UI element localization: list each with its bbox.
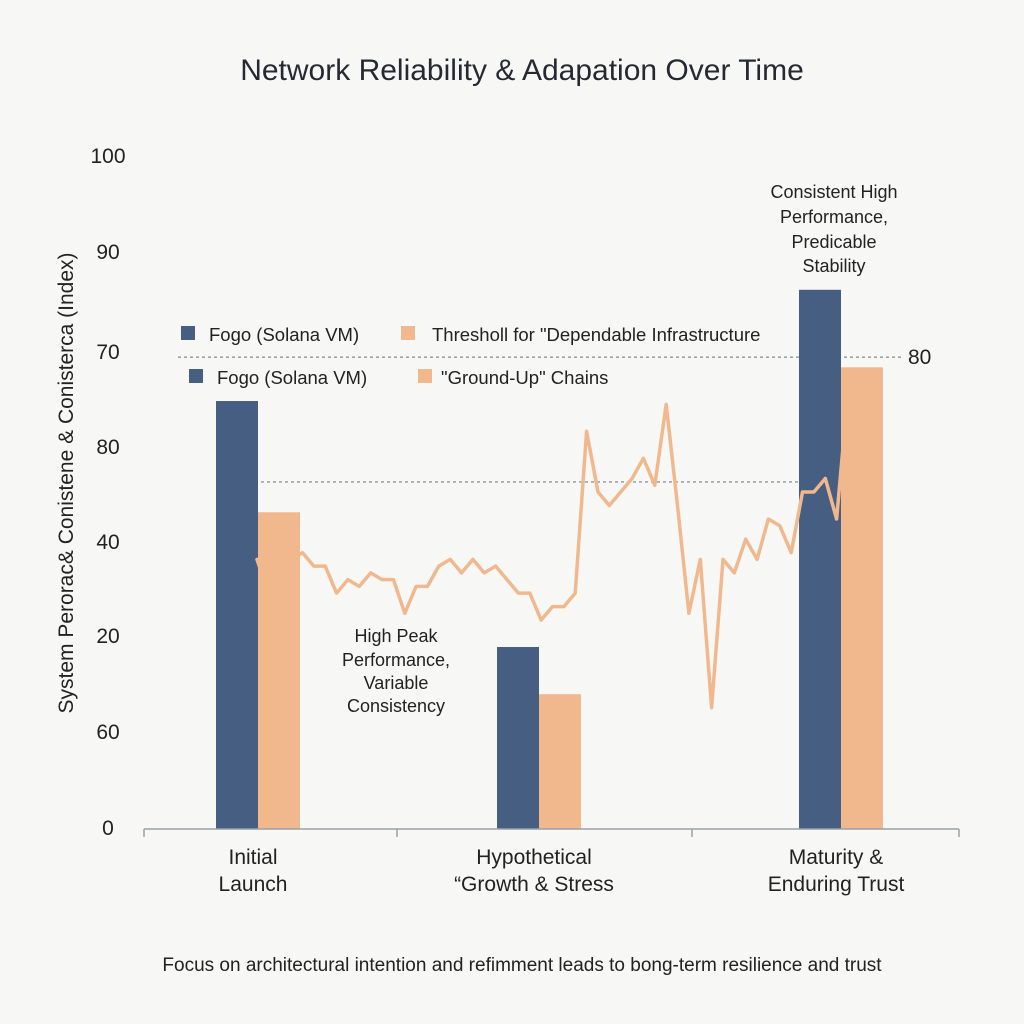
x-category-label: “Growth & Stress (454, 873, 614, 896)
annotation-line: Performance, (342, 650, 450, 670)
annotation-line: Predicable (791, 232, 876, 252)
legend-label: "Ground-Up" Chains (441, 367, 608, 388)
legend-label: Fogo (Solana VM) (217, 367, 367, 388)
y-tick-label: 60 (96, 721, 119, 744)
y-tick-label: 70 (96, 341, 119, 364)
legend-bottom: Fogo (Solana VM) "Ground-Up" Chains (189, 367, 608, 388)
y-tick-label: 0 (102, 817, 114, 840)
x-category-label: Launch (219, 873, 288, 896)
y-tick-labels: 100 90 70 80 40 20 60 0 (90, 145, 125, 840)
chart-title: Network Reliability & Adapation Over Tim… (240, 54, 804, 87)
x-category-labels: Initial Launch Hypothetical “Growth & St… (219, 846, 905, 896)
legend-swatch (181, 326, 195, 340)
annotation-line: Variable (364, 673, 429, 693)
footer-caption: Focus on architectural intention and ref… (162, 955, 882, 976)
bar-fogo (497, 647, 539, 829)
y-tick-label: 40 (96, 531, 119, 554)
annotation-line: High Peak (354, 626, 438, 646)
annotation-line: Performance, (780, 207, 888, 227)
reference-line-label: 80 (908, 346, 931, 369)
y-tick-label: 20 (96, 625, 119, 648)
bar-fogo (799, 289, 841, 829)
x-category-label: Initial (228, 846, 277, 869)
annotation-line: Consistency (347, 696, 445, 716)
y-axis-label: System Perorac& Conistene & Conistercа (… (55, 252, 78, 713)
annotation-consistent-high: Consistent High Performance, Predicable … (770, 182, 897, 276)
x-category-label: Maturity & (789, 846, 884, 869)
y-tick-label: 80 (96, 436, 119, 459)
x-category-label: Hypothetical (476, 846, 592, 869)
annotation-line: Stability (802, 256, 865, 276)
bar-ground-up (258, 512, 300, 829)
legend-swatch (189, 369, 203, 383)
legend-label: Fogo (Solana VM) (209, 324, 359, 345)
y-tick-label: 90 (96, 241, 119, 264)
legend-label: Thresholl for "Dependable Infrastructure (432, 324, 760, 345)
bar-ground-up (841, 367, 883, 829)
fluctuation-line (255, 389, 850, 710)
y-tick-label: 100 (90, 145, 125, 168)
legend-swatch (418, 369, 432, 383)
legend-top: Fogo (Solana VM) Thresholl for "Dependab… (181, 324, 760, 345)
x-category-label: Enduring Trust (768, 873, 905, 896)
bar-ground-up (539, 694, 581, 829)
annotation-line: Consistent High (770, 182, 897, 202)
annotation-high-peak: High Peak Performance, Variable Consiste… (342, 626, 450, 716)
legend-swatch (401, 326, 415, 340)
bar-fogo (216, 401, 258, 829)
